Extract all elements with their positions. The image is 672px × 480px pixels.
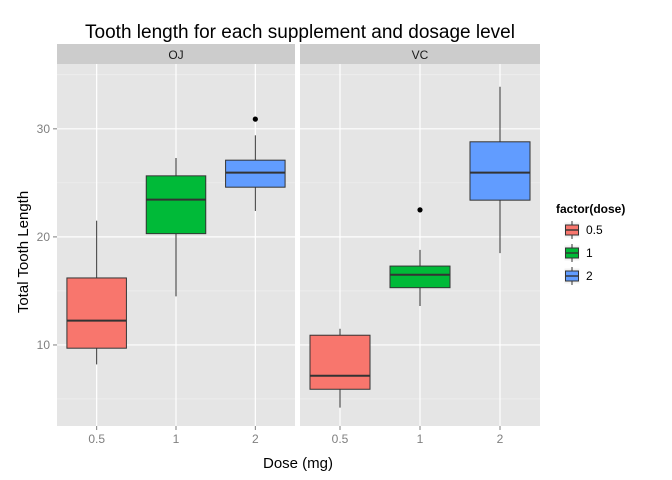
legend-entry-0_5: 0.5: [563, 221, 603, 239]
facet-strip: [57, 44, 295, 64]
y-tick-label: 20: [37, 230, 51, 244]
chart-title: Tooth length for each supplement and dos…: [85, 22, 515, 43]
y-axis-label: Total Tooth Length: [15, 191, 32, 313]
box-oj-dose-1: [145, 158, 207, 297]
box-oj-dose-2: [225, 116, 286, 211]
facet-strip-label: VC: [412, 48, 429, 62]
x-tick-label: 0.5: [332, 432, 349, 446]
x-axis-label: Dose (mg): [263, 455, 333, 472]
box-body: [66, 277, 127, 349]
box-vc-dose-1: [389, 207, 451, 307]
box-body: [309, 334, 371, 390]
outlier-point: [417, 207, 423, 213]
box-oj-dose-0_5: [66, 220, 127, 365]
facet-strip-label: OJ: [168, 48, 183, 62]
y-tick-label: 10: [37, 338, 51, 352]
box-body: [389, 265, 451, 289]
x-tick-label: 1: [173, 432, 180, 446]
legend-entry-2: 2: [563, 267, 593, 285]
legend-label: 1: [586, 246, 593, 260]
legend-entry-1: 1: [563, 244, 593, 262]
box-vc-dose-2: [469, 86, 531, 254]
facet-strip: [300, 44, 540, 64]
x-tick-label: 1: [417, 432, 424, 446]
x-tick-label: 0.5: [88, 432, 105, 446]
facet-panel-oj: OJ 10 20 30 0.5 1 2: [37, 44, 295, 446]
x-tick-label: 2: [497, 432, 504, 446]
legend-label: 2: [586, 269, 593, 283]
box-body: [145, 175, 207, 235]
x-tick-label: 2: [252, 432, 259, 446]
facet-panel-vc: VC 0.5 1 2: [300, 44, 540, 446]
outlier-point: [252, 116, 258, 122]
box-vc-dose-0_5: [309, 328, 371, 408]
box-body: [469, 141, 531, 201]
y-tick-label: 30: [37, 122, 51, 136]
legend: factor(dose) 0.5 1 2: [556, 202, 625, 285]
legend-label: 0.5: [586, 223, 603, 237]
legend-title: factor(dose): [556, 202, 625, 216]
box-body: [225, 159, 286, 188]
